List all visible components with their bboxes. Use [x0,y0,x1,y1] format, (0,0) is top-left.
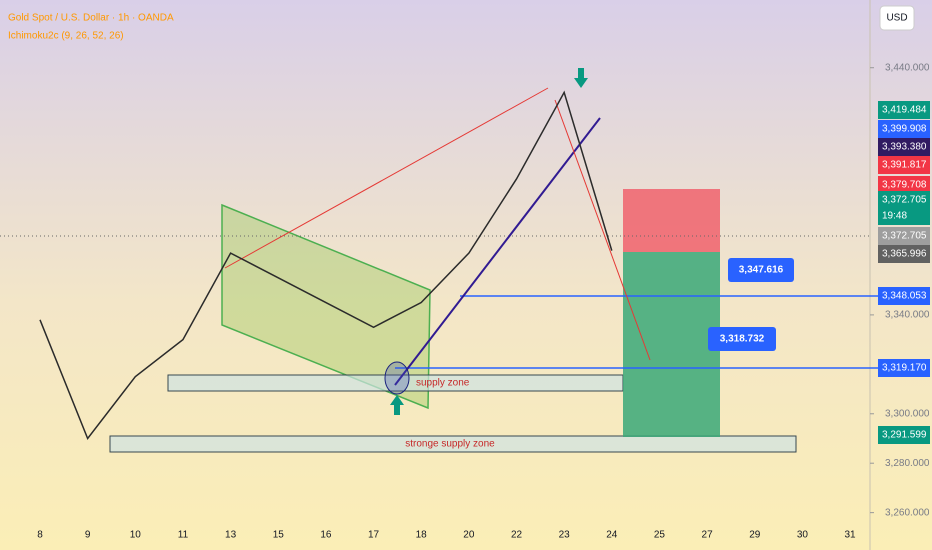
y-tick-label: 3,300.000 [885,408,930,419]
annotation-box [728,258,794,282]
target-zone [623,252,720,437]
price-label-box [878,156,930,174]
trend-line [224,87,549,269]
trend-line [554,99,651,361]
x-tick-label: 27 [702,530,714,541]
price-label-box [878,227,930,245]
x-tick-label: 13 [225,530,237,541]
currency-button[interactable] [879,5,915,31]
x-tick-label: 20 [463,530,475,541]
x-tick-label: 9 [85,530,91,541]
price-label-box [878,191,930,225]
price-label: 3,372.705 [882,231,927,242]
price-label-box [878,359,930,377]
x-tick-label: 24 [606,530,618,541]
price-label-box [878,426,930,444]
arrow-up [394,405,400,415]
annotation-box [708,327,776,351]
trend-line [394,117,601,386]
x-tick-label: 30 [797,530,809,541]
x-tick-label: 29 [749,530,761,541]
currency[interactable]: USD [886,13,907,24]
y-tick-label: 3,280.000 [885,458,930,469]
indicator-label: Ichimoku2c (9, 26, 52, 26) [8,31,124,42]
arrow-down [578,68,584,78]
x-tick-label: 17 [368,530,380,541]
price-label-box [878,176,930,194]
y-tick-label: 3,440.000 [885,62,930,73]
price-label: 3,419.484 [882,105,927,116]
price-label-box [878,287,930,305]
price-label: 3,379.708 [882,180,927,191]
annotation: 3,318.732 [720,334,765,345]
zone-label: supply zone [416,378,470,389]
price-label: 3,393.380 [882,142,927,153]
chart-title: Gold Spot / U.S. Dollar · 1h · OANDA [8,13,174,24]
annotation: 3,347.616 [739,265,784,276]
x-tick-label: 11 [178,530,189,541]
price-label-box [878,120,930,138]
price-label-box [878,138,930,156]
price-line [39,90,613,440]
price-label: 3,391.817 [882,160,927,171]
x-tick-label: 25 [654,530,666,541]
price-label: 3,372.705 [882,195,927,206]
price-label-box [878,101,930,119]
y-tick-label: 3,260.000 [885,507,930,518]
x-tick-label: 10 [130,530,142,541]
x-tick-label: 18 [416,530,428,541]
x-tick-label: 23 [559,530,571,541]
price-label: 3,291.599 [882,430,927,441]
countdown: 19:48 [882,211,907,222]
x-tick-label: 16 [320,530,332,541]
price-label: 3,365.996 [882,249,927,260]
price-label: 3,399.908 [882,124,927,135]
price-label: 3,319.170 [882,363,927,374]
price-label: 3,348.053 [882,291,927,302]
arrow-up [390,395,404,405]
y-tick-label: 3,340.000 [885,310,930,321]
zone-label: stronge supply zone [405,439,495,450]
stop-zone [623,189,720,252]
arrow-down [574,78,588,88]
x-tick-label: 8 [37,530,43,541]
stronge-supply-zone [109,435,797,453]
price-label-box [878,245,930,263]
channel [221,203,431,410]
x-tick-label: 31 [844,530,856,541]
x-tick-label: 15 [273,530,285,541]
x-tick-label: 22 [511,530,523,541]
marker-circle [384,361,410,395]
